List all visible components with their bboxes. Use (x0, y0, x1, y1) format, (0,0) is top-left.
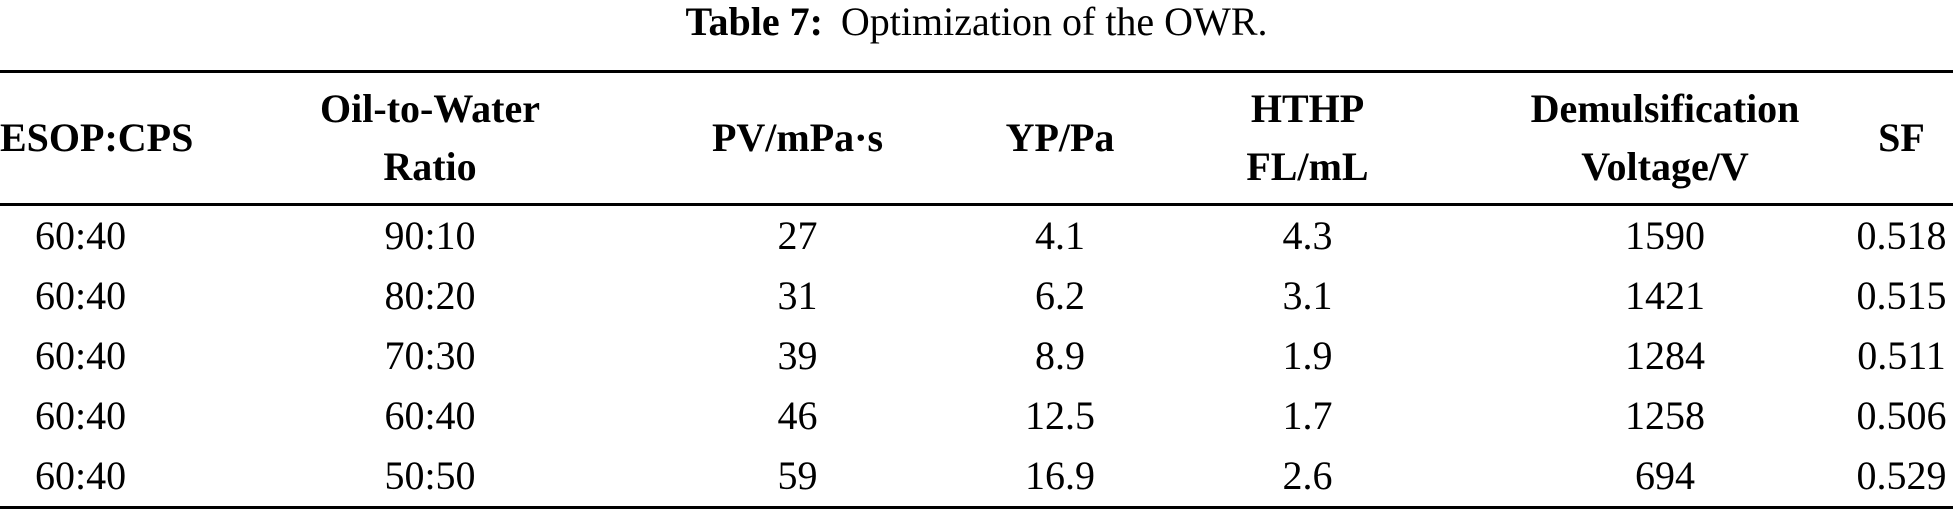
cell-esop-cps: 60:40 (35, 393, 127, 438)
cell-sf: 0.518 (1856, 213, 1947, 258)
data-table: ESOP:CPS Oil-to-Water Ratio PV/mPa·s YP/… (0, 70, 1953, 509)
cell-esop-cps: 60:40 (35, 453, 127, 498)
cell-pv: 59 (777, 453, 818, 498)
table-caption-text: Optimization of the OWR. (840, 0, 1268, 44)
cell-pv: 27 (777, 213, 818, 258)
cell-yp: 16.9 (1025, 453, 1095, 498)
cell-yp: 4.1 (1035, 213, 1085, 258)
column-header-hthp-fl: HTHP FL/mL (1246, 86, 1369, 189)
table-row: 60:40 80:20 31 6.2 3.1 1421 0.515 (0, 266, 1953, 326)
cell-hthp-fl: 1.9 (1282, 333, 1333, 378)
cell-pv: 46 (777, 393, 818, 438)
cell-sf: 0.529 (1856, 453, 1947, 498)
cell-hthp-fl: 4.3 (1282, 213, 1333, 258)
table-row: 60:40 70:30 39 8.9 1.9 1284 0.511 (0, 326, 1953, 386)
cell-yp: 8.9 (1035, 333, 1085, 378)
column-header-pv: PV/mPa·s (711, 115, 884, 160)
cell-yp: 6.2 (1035, 273, 1085, 318)
cell-esop-cps: 60:40 (35, 333, 127, 378)
cell-esop-cps: 60:40 (35, 273, 127, 318)
cell-pv: 39 (777, 333, 818, 378)
cell-pv: 31 (777, 273, 818, 318)
column-header-demulsification-voltage: Demulsification Voltage/V (1530, 86, 1800, 189)
cell-oil-to-water-ratio: 90:10 (384, 213, 476, 258)
cell-demulsification-voltage: 1421 (1625, 273, 1705, 318)
table-row: 60:40 90:10 27 4.1 4.3 1590 0.518 (0, 205, 1953, 267)
column-header-oil-to-water-ratio: Oil-to-Water Ratio (320, 86, 540, 189)
cell-oil-to-water-ratio: 60:40 (384, 393, 476, 438)
column-header-sf: SF (1878, 115, 1925, 160)
cell-oil-to-water-ratio: 70:30 (384, 333, 476, 378)
cell-esop-cps: 60:40 (35, 213, 127, 258)
cell-sf: 0.511 (1857, 333, 1946, 378)
table-row: 60:40 60:40 46 12.5 1.7 1258 0.506 (0, 386, 1953, 446)
table-caption: Table 7: Optimization of the OWR. (0, 0, 1953, 43)
cell-yp: 12.5 (1025, 393, 1095, 438)
table-caption-label: Table 7: (685, 0, 823, 44)
cell-demulsification-voltage: 1258 (1625, 393, 1705, 438)
header-row: ESOP:CPS Oil-to-Water Ratio PV/mPa·s YP/… (0, 72, 1953, 205)
cell-hthp-fl: 2.6 (1282, 453, 1333, 498)
cell-demulsification-voltage: 1284 (1625, 333, 1705, 378)
cell-oil-to-water-ratio: 50:50 (384, 453, 476, 498)
cell-oil-to-water-ratio: 80:20 (384, 273, 476, 318)
cell-sf: 0.515 (1856, 273, 1947, 318)
cell-demulsification-voltage: 1590 (1625, 213, 1705, 258)
table-row: 60:40 50:50 59 16.9 2.6 694 0.529 (0, 446, 1953, 508)
column-header-esop-cps: ESOP:CPS (0, 115, 194, 160)
cell-sf: 0.506 (1856, 393, 1947, 438)
cell-hthp-fl: 1.7 (1282, 393, 1333, 438)
cell-demulsification-voltage: 694 (1635, 453, 1695, 498)
cell-hthp-fl: 3.1 (1282, 273, 1333, 318)
column-header-yp: YP/Pa (1005, 115, 1115, 160)
